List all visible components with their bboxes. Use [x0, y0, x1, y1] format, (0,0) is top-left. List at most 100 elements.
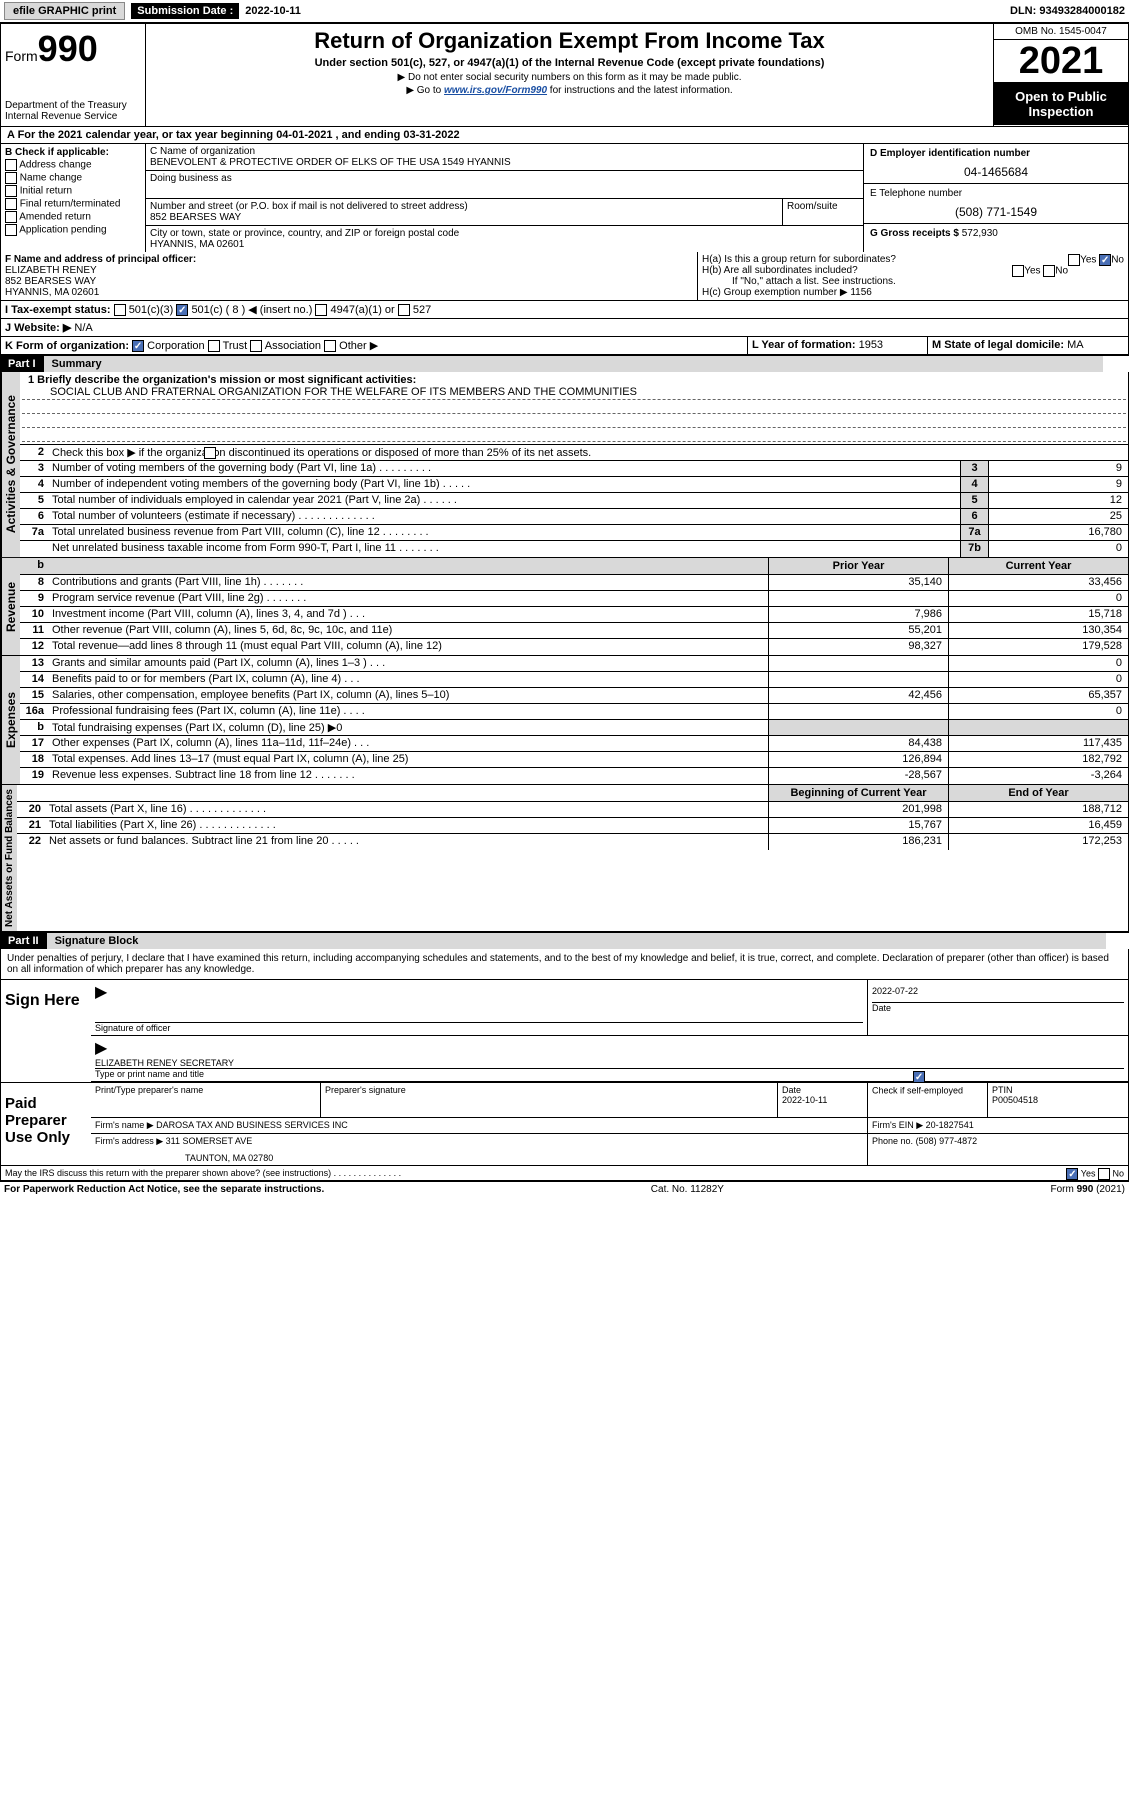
prior-val: [768, 591, 948, 606]
current-val: 65,357: [948, 688, 1128, 703]
footer: For Paperwork Reduction Act Notice, see …: [0, 1182, 1129, 1197]
vlabel-expenses: Expenses: [1, 656, 20, 784]
ha-no[interactable]: [1099, 254, 1111, 266]
line-text: Other revenue (Part VIII, column (A), li…: [48, 623, 768, 638]
current-val: 117,435: [948, 736, 1128, 751]
hb-no[interactable]: [1043, 265, 1055, 277]
line-box: 7a: [960, 525, 988, 540]
firm-name: Firm's name ▶ DAROSA TAX AND BUSINESS SE…: [91, 1118, 868, 1133]
line-text: Total unrelated business revenue from Pa…: [48, 525, 960, 540]
line-text: Total fundraising expenses (Part IX, col…: [48, 720, 768, 735]
checkbox-initial-return[interactable]: [5, 185, 17, 197]
prep-name: Print/Type preparer's name: [91, 1083, 321, 1117]
cb-501c[interactable]: [176, 304, 188, 316]
ha-yes[interactable]: [1068, 254, 1080, 266]
hb-yes[interactable]: [1012, 265, 1024, 277]
line-text: Grants and similar amounts paid (Part IX…: [48, 656, 768, 671]
irs-link[interactable]: www.irs.gov/Form990: [444, 85, 547, 96]
state-domicile: M State of legal domicile: MA: [928, 337, 1128, 354]
part1-title: Summary: [44, 356, 1103, 372]
current-val: -3,264: [948, 768, 1128, 784]
note-goto: ▶ Go to www.irs.gov/Form990 for instruct…: [154, 85, 985, 96]
cb-discontinued[interactable]: [204, 447, 216, 459]
cb-527[interactable]: [398, 304, 410, 316]
declaration: Under penalties of perjury, I declare th…: [1, 949, 1128, 979]
prior-val: 42,456: [768, 688, 948, 703]
revenue-grid: Revenue b Prior Year Current Year 8Contr…: [0, 558, 1129, 656]
form-title: Return of Organization Exempt From Incom…: [154, 28, 985, 54]
line-val: 25: [988, 509, 1128, 524]
governance-grid: Activities & Governance 1 Briefly descri…: [0, 372, 1129, 558]
prior-val: 84,438: [768, 736, 948, 751]
line-text: Total revenue—add lines 8 through 11 (mu…: [48, 639, 768, 655]
vlabel-revenue: Revenue: [1, 558, 20, 655]
checkbox-final-return[interactable]: [5, 198, 17, 210]
officer-name: ▶ ELIZABETH RENEY SECRETARY Type or prin…: [91, 1035, 1128, 1082]
cb-corp[interactable]: [132, 340, 144, 352]
dln: DLN: 93493284000182: [1010, 5, 1125, 17]
omb-number: OMB No. 1545-0047: [994, 24, 1128, 40]
current-val: 33,456: [948, 575, 1128, 590]
cb-assoc[interactable]: [250, 340, 262, 352]
line-text: Total assets (Part X, line 16) . . . . .…: [45, 802, 768, 817]
irs-label: Internal Revenue Service: [5, 111, 141, 122]
prior-val: 98,327: [768, 639, 948, 655]
line-text: Net assets or fund balances. Subtract li…: [45, 834, 768, 850]
topbar: efile GRAPHIC print Submission Date : 20…: [0, 0, 1129, 23]
line-box: 4: [960, 477, 988, 492]
vlabel-net: Net Assets or Fund Balances: [1, 785, 17, 931]
current-year-hdr: Current Year: [948, 558, 1128, 574]
part2-header: Part II: [0, 933, 47, 949]
line-box: 7b: [960, 541, 988, 557]
org-name-box: C Name of organization BENEVOLENT & PROT…: [146, 144, 863, 171]
line-text: Total number of volunteers (estimate if …: [48, 509, 960, 524]
line-text: Professional fundraising fees (Part IX, …: [48, 704, 768, 719]
beginning-year-hdr: Beginning of Current Year: [768, 785, 948, 801]
tax-exempt-status: I Tax-exempt status: 501(c)(3) 501(c) ( …: [1, 301, 1128, 318]
line-text: Total number of individuals employed in …: [48, 493, 960, 508]
current-val: 0: [948, 591, 1128, 606]
cb-trust[interactable]: [208, 340, 220, 352]
line-box: 6: [960, 509, 988, 524]
check-b-column: B Check if applicable: Address change Na…: [1, 144, 146, 252]
prior-val: 15,767: [768, 818, 948, 833]
principal-officer: F Name and address of principal officer:…: [1, 252, 698, 300]
end-year-hdr: End of Year: [948, 785, 1128, 801]
line-val: 12: [988, 493, 1128, 508]
city-box: City or town, state or province, country…: [146, 226, 863, 252]
prior-val: [768, 656, 948, 671]
prior-val: 7,986: [768, 607, 948, 622]
efile-button[interactable]: efile GRAPHIC print: [4, 2, 125, 20]
cb-other[interactable]: [324, 340, 336, 352]
tax-year-line: A For the 2021 calendar year, or tax yea…: [1, 127, 1128, 144]
dba-box: Doing business as: [146, 171, 863, 199]
officer-sig: ▶ Signature of officer: [91, 980, 868, 1035]
cb-501c3[interactable]: [114, 304, 126, 316]
submission-date: 2022-10-11: [239, 3, 307, 19]
street-box: Number and street (or P.O. box if mail i…: [146, 199, 783, 225]
checkbox-address-change[interactable]: [5, 159, 17, 171]
irs-discuss-row: May the IRS discuss this return with the…: [1, 1165, 1128, 1181]
form-of-org: K Form of organization: Corporation Trus…: [1, 337, 748, 354]
form-header: Form990 Department of the Treasury Inter…: [0, 23, 1129, 127]
prior-val: 201,998: [768, 802, 948, 817]
line-text: Salaries, other compensation, employee b…: [48, 688, 768, 703]
checkbox-name-change[interactable]: [5, 172, 17, 184]
line-text: Number of independent voting members of …: [48, 477, 960, 492]
cb-self-employed[interactable]: [913, 1071, 925, 1083]
cb-discuss-no[interactable]: [1098, 1168, 1110, 1180]
tax-year: 2021: [994, 40, 1128, 83]
part2-title: Signature Block: [47, 933, 1106, 949]
checkbox-amended-return[interactable]: [5, 211, 17, 223]
line-text: Total liabilities (Part X, line 26) . . …: [45, 818, 768, 833]
cb-4947[interactable]: [315, 304, 327, 316]
line-box: 3: [960, 461, 988, 476]
self-employed: Check if self-employed: [868, 1083, 988, 1117]
line-text: Other expenses (Part IX, column (A), lin…: [48, 736, 768, 751]
line-text: Number of voting members of the governin…: [48, 461, 960, 476]
checkbox-application-pending[interactable]: [5, 224, 17, 236]
line-val: 9: [988, 461, 1128, 476]
firm-phone: Phone no. (508) 977-4872: [868, 1134, 1128, 1165]
sign-here-label: Sign Here: [1, 980, 91, 1082]
cb-discuss-yes[interactable]: [1066, 1168, 1078, 1180]
